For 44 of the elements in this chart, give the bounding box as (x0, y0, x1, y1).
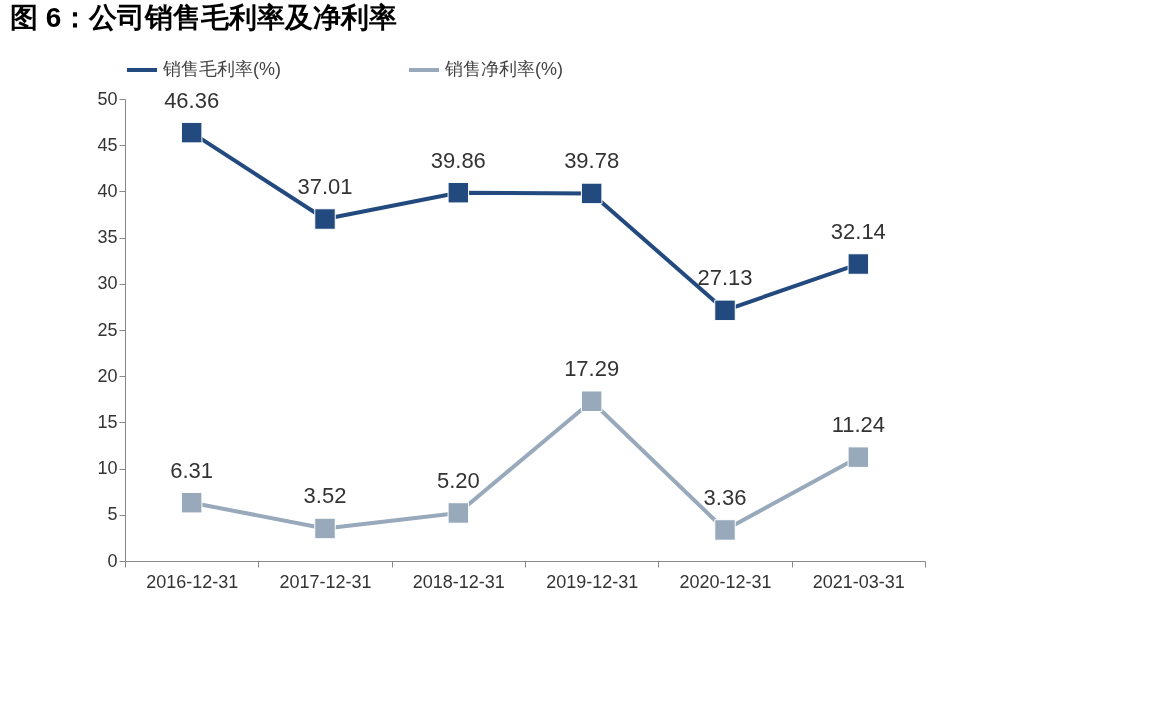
y-tick-label: 0 (107, 550, 118, 571)
point (847, 446, 870, 468)
y-tick-label: 25 (97, 319, 118, 340)
legend-label: 销售毛利率(%) (162, 59, 281, 79)
x-tick-label: 2019-12-31 (546, 571, 639, 592)
y-tick-label: 5 (107, 504, 118, 525)
y-tick-label: 15 (97, 411, 118, 432)
x-tick-label: 2020-12-31 (679, 571, 772, 592)
point (447, 502, 470, 524)
y-tick-label: 30 (97, 273, 118, 294)
y-tick-label: 45 (97, 134, 118, 155)
data-label: 11.24 (831, 412, 886, 438)
x-tick-label: 2016-12-31 (146, 571, 239, 592)
legend-label: 销售净利率(%) (444, 59, 563, 79)
y-tick-label: 35 (97, 227, 118, 248)
data-label: 27.13 (697, 265, 753, 291)
data-label: 3.36 (703, 484, 747, 510)
y-tick-label: 50 (97, 88, 118, 109)
data-label: 39.86 (430, 147, 486, 173)
y-tick-label: 20 (97, 365, 118, 386)
data-label: 46.36 (164, 87, 220, 113)
point (447, 181, 470, 204)
data-label: 17.29 (564, 356, 620, 382)
y-tick-label: 10 (97, 458, 118, 479)
point (580, 182, 603, 205)
point (714, 299, 736, 322)
chart-title: 图 6：公司销售毛利率及净利率 (10, 2, 398, 33)
point (847, 253, 870, 275)
point (180, 121, 203, 144)
data-label: 5.20 (436, 467, 480, 493)
y-tick-label: 40 (97, 180, 118, 201)
data-label: 3.52 (303, 483, 347, 509)
x-tick-label: 2021-03-31 (812, 571, 905, 592)
point (180, 491, 203, 514)
data-label: 32.14 (830, 219, 886, 245)
point (580, 390, 603, 412)
point (314, 517, 336, 540)
x-tick-label: 2017-12-31 (279, 571, 372, 592)
x-tick-label: 2018-12-31 (412, 571, 505, 592)
data-label: 37.01 (297, 174, 353, 200)
point (314, 208, 336, 230)
point (714, 519, 736, 541)
data-label: 39.78 (564, 148, 620, 174)
data-label: 6.31 (170, 457, 214, 483)
